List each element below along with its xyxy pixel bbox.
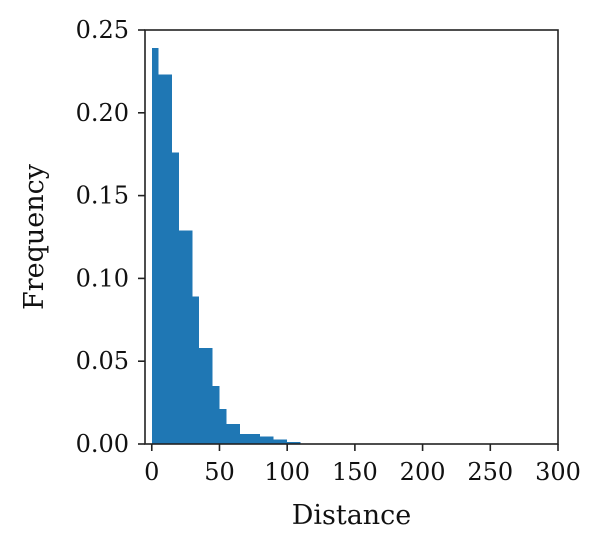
bars-group [151,48,301,445]
y-tick-label-1: 0.05 [76,347,129,375]
histogram-bar-12 [287,442,301,444]
x-axis-title: Distance [292,500,412,531]
y-tick-label-0: 0.00 [76,430,129,458]
histogram-bar-2 [172,152,179,445]
histogram-bar-11 [273,439,288,444]
histogram-bar-10 [260,436,274,444]
histogram-bar-3 [178,230,193,444]
x-tick-label-5: 250 [467,458,513,486]
y-tick-label-3: 0.15 [76,182,129,210]
x-tick-label-0: 0 [144,458,159,486]
histogram-bar-9 [239,434,261,444]
histogram-bar-4 [192,296,200,444]
x-tick-label-2: 100 [264,458,310,486]
plot-layer: 0 50 100 150 200 250 3000.000.050.100.150.200.… [76,16,581,486]
x-tick-label-3: 150 [332,458,378,486]
histogram-bar-7 [219,409,227,444]
plot-frame [144,29,559,445]
y-ticks-group: 0.00 0.05 0.10 0.15 0.20 0.25 [76,16,145,458]
y-tick-label-5: 0.25 [76,16,129,44]
x-ticks-group: 0 50 100 150 200 250 300 [144,444,581,486]
histogram-bar-5 [199,347,213,444]
x-tick-label-6: 300 [535,458,581,486]
x-tick-label-4: 200 [400,458,446,486]
histogram-bar-0 [151,48,159,444]
histogram-bar-1 [158,74,173,445]
y-tick-label-4: 0.20 [76,99,129,127]
y-tick-label-2: 0.10 [76,264,129,292]
histogram-bar-6 [212,386,220,444]
histogram-bar-8 [226,424,240,444]
x-tick-label-1: 50 [204,458,235,486]
y-axis-title: Frequency [19,163,50,310]
